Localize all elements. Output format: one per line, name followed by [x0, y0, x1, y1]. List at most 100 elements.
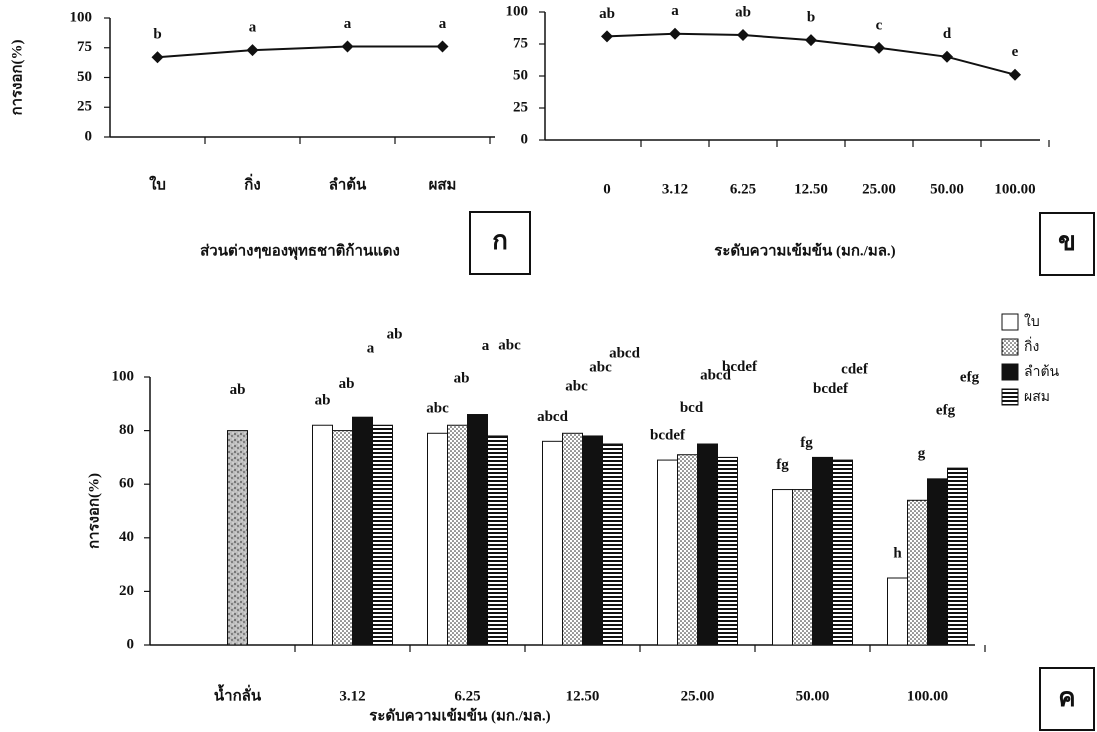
control-bar [227, 430, 248, 646]
x-tick-label: 50.00 [796, 688, 830, 704]
y-tick-label: 0 [127, 636, 135, 652]
x-axis-label: ระดับความเข้มข้น (มก./มล.) [369, 707, 550, 724]
annotation: d [943, 26, 952, 42]
x-tick-label: ผสม [429, 177, 457, 193]
annotation: b [807, 10, 815, 26]
bar [542, 440, 563, 646]
bar [487, 435, 508, 646]
x-tick-label: 100.00 [907, 688, 948, 704]
x-tick-label: 25.00 [681, 688, 715, 704]
y-tick-label: 100 [70, 9, 93, 25]
annotation: efg [960, 370, 980, 386]
bar [947, 467, 968, 646]
panel-box [1039, 212, 1095, 276]
panel-label: ข [1058, 227, 1076, 256]
annotation: bcdef [650, 428, 686, 444]
marker [873, 41, 885, 54]
legend-swatch [1001, 388, 1019, 406]
annotation: abc [426, 401, 449, 417]
bar [832, 459, 853, 646]
line [157, 45, 443, 59]
marker [1009, 68, 1021, 81]
annotation: ab [230, 382, 246, 398]
panel-box [1039, 667, 1095, 731]
annotation: a [439, 16, 447, 32]
bar [772, 489, 793, 646]
bar [907, 499, 928, 646]
annotation: h [893, 545, 902, 561]
y-tick-label: 40 [119, 529, 134, 545]
annotation: bcdef [813, 381, 849, 397]
x-tick-label: 0 [603, 181, 611, 197]
annotation: e [1012, 44, 1019, 60]
annotation: a [367, 341, 375, 357]
annotation: a [482, 338, 490, 354]
bar [927, 478, 948, 646]
bar [447, 424, 468, 646]
x-tick-label: 12.50 [566, 688, 600, 704]
y-tick-label: 100 [112, 368, 135, 384]
annotation: abcd [700, 367, 732, 383]
bar [582, 435, 603, 646]
bar [792, 489, 813, 646]
panel-label: ค [1058, 683, 1075, 712]
bar [372, 424, 393, 646]
bar [657, 459, 678, 646]
annotation: abc [498, 337, 521, 353]
annotation: abcd [537, 409, 569, 425]
y-tick-label: 100 [506, 3, 529, 19]
annotation: efg [936, 402, 956, 418]
annotation: fg [776, 457, 789, 473]
y-tick-label: 0 [85, 128, 93, 144]
bar [717, 456, 738, 646]
panel-box [469, 211, 531, 275]
y-tick-label: 50 [77, 69, 92, 85]
marker [246, 44, 259, 57]
annotation: a [344, 16, 352, 32]
bar [467, 414, 488, 646]
y-tick-label: 0 [521, 131, 529, 147]
x-tick-label: 12.50 [794, 181, 828, 197]
annotation: abc [565, 379, 588, 395]
x-tick-label: 3.12 [662, 181, 688, 197]
annotation: c [876, 17, 883, 33]
bar [332, 430, 353, 646]
x-tick-label: ลำต้น [329, 176, 367, 193]
x-tick-label: 6.25 [730, 181, 756, 197]
annotation: fg [800, 435, 813, 451]
legend-label: กิ่ง [1024, 337, 1039, 355]
x-tick-label: 6.25 [454, 688, 480, 704]
annotation: ab [735, 4, 751, 20]
legend-swatch [1001, 313, 1019, 331]
bar [812, 456, 833, 646]
bar [312, 424, 333, 646]
y-tick-label: 25 [77, 99, 92, 115]
y-tick-label: 75 [77, 39, 92, 55]
legend-swatch [1001, 338, 1019, 356]
y-axis-label: การงอก(%) [9, 40, 25, 116]
y-tick-label: 25 [513, 99, 528, 115]
annotation: ab [454, 371, 470, 387]
bar [602, 443, 623, 646]
annotation: g [918, 446, 926, 462]
annotation: b [153, 27, 161, 43]
marker [805, 34, 817, 47]
x-axis-label: ระดับความเข้มข้น (มก./มล.) [714, 242, 895, 259]
marker [436, 40, 449, 53]
bar [677, 454, 698, 646]
x-tick-label: 3.12 [339, 688, 365, 704]
annotation: abcd [609, 345, 641, 361]
marker [669, 27, 681, 40]
bar [427, 432, 448, 646]
x-tick-label: น้ำกลั่น [214, 683, 262, 704]
x-tick-label: ใบ [149, 175, 166, 193]
y-axis-label: การงอก(%) [86, 473, 102, 549]
annotation: abc [589, 359, 612, 375]
legend-label: ผสม [1024, 389, 1050, 405]
x-tick-label: 25.00 [862, 181, 896, 197]
x-tick-label: 100.00 [994, 181, 1035, 197]
bar [562, 432, 583, 646]
annotation: bcdef [722, 359, 758, 375]
